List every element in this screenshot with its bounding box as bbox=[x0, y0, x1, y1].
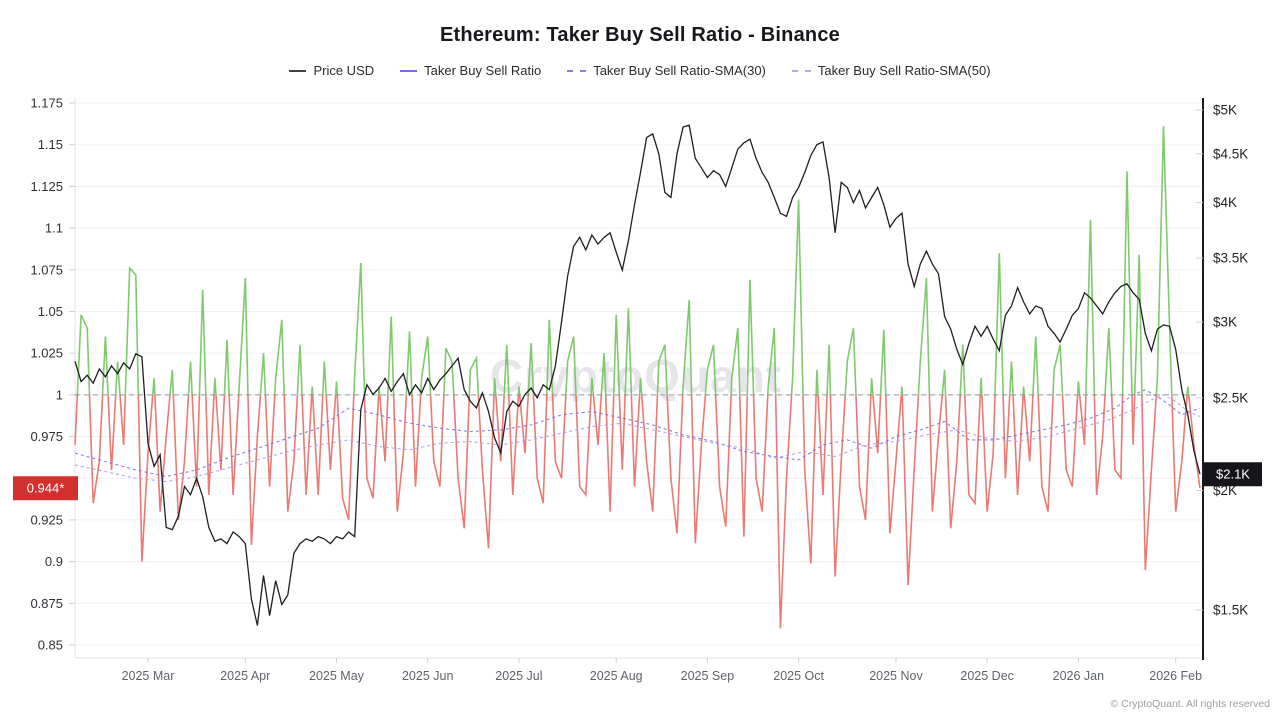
x-axis-label: 2025 May bbox=[309, 669, 365, 683]
ratio-line-marker-icon bbox=[400, 69, 418, 72]
x-axis-label: 2026 Jan bbox=[1053, 669, 1104, 683]
legend: Price USD Taker Buy Sell Ratio Taker Buy… bbox=[0, 63, 1280, 78]
last-price-badge-label: $2.1K bbox=[1216, 467, 1250, 482]
legend-item-sma50[interactable]: Taker Buy Sell Ratio-SMA(50) bbox=[791, 63, 991, 78]
x-axis-label: 2025 Apr bbox=[220, 669, 270, 683]
left-axis-label: 0.875 bbox=[30, 596, 63, 611]
x-axis-label: 2025 Nov bbox=[869, 669, 923, 683]
copyright-note: © CryptoQuant. All rights reserved bbox=[1110, 698, 1270, 710]
left-axis-label: 1.125 bbox=[30, 179, 63, 194]
x-axis-label: 2025 Oct bbox=[773, 669, 824, 683]
x-axis-label: 2026 Feb bbox=[1149, 669, 1202, 683]
right-axis-label: $2.5K bbox=[1213, 390, 1248, 405]
right-axis-label: $1.5K bbox=[1213, 603, 1248, 618]
left-axis-label: 0.85 bbox=[38, 638, 63, 653]
x-axis-label: 2025 Sep bbox=[681, 669, 735, 683]
legend-item-taker-buy-sell-ratio[interactable]: Taker Buy Sell Ratio bbox=[400, 63, 541, 78]
legend-label: Taker Buy Sell Ratio bbox=[424, 63, 542, 78]
left-axis-label: 1.05 bbox=[38, 304, 63, 319]
right-axis-label: $4.5K bbox=[1213, 146, 1248, 161]
left-axis-label: 0.975 bbox=[30, 429, 63, 444]
chart-title: Ethereum: Taker Buy Sell Ratio - Binance bbox=[440, 24, 840, 46]
right-axis-label: $4K bbox=[1213, 195, 1237, 210]
left-axis-label: 1.075 bbox=[30, 262, 63, 277]
right-axis-label: $3K bbox=[1213, 315, 1237, 330]
last-price-badge bbox=[1204, 462, 1262, 487]
sma30-line bbox=[74, 389, 1201, 478]
x-axis-label: 2025 Mar bbox=[122, 669, 175, 683]
price-usd-line bbox=[74, 124, 1201, 626]
right-axis-label: $3.5K bbox=[1213, 251, 1248, 266]
left-axis-label: 1.15 bbox=[38, 137, 63, 152]
left-axis-label: 1.025 bbox=[30, 346, 63, 361]
last-ratio-badge-label: 0.944* bbox=[27, 481, 65, 496]
last-ratio-badge bbox=[13, 476, 78, 501]
left-axis-label: 0.9 bbox=[45, 554, 63, 569]
sma50-line-marker-icon bbox=[791, 69, 811, 72]
left-axis-label: 1.1 bbox=[45, 221, 63, 236]
sma30-line-marker-icon bbox=[567, 69, 587, 72]
right-axis-label: $2K bbox=[1213, 483, 1237, 498]
right-axis-label: $5K bbox=[1213, 103, 1237, 118]
x-axis-label: 2025 Jul bbox=[495, 669, 542, 683]
left-axis-label: 0.925 bbox=[30, 512, 63, 527]
left-axis-label: 1.175 bbox=[30, 96, 63, 111]
taker-buy-sell-ratio-line-green bbox=[76, 126, 1190, 395]
legend-item-price-usd[interactable]: Price USD bbox=[289, 63, 374, 78]
legend-label: Taker Buy Sell Ratio-SMA(30) bbox=[593, 63, 766, 78]
x-axis-label: 2025 Jun bbox=[402, 669, 453, 683]
legend-label: Taker Buy Sell Ratio-SMA(50) bbox=[817, 63, 991, 78]
x-axis-label: 2025 Aug bbox=[590, 669, 643, 683]
x-axis-label: 2025 Dec bbox=[960, 669, 1014, 683]
legend-label: Price USD bbox=[313, 63, 375, 78]
left-axis-label: 1 bbox=[56, 387, 63, 402]
legend-item-sma30[interactable]: Taker Buy Sell Ratio-SMA(30) bbox=[567, 63, 766, 78]
taker-buy-sell-ratio-line-red bbox=[74, 394, 1201, 629]
price-line-marker-icon bbox=[289, 69, 307, 72]
